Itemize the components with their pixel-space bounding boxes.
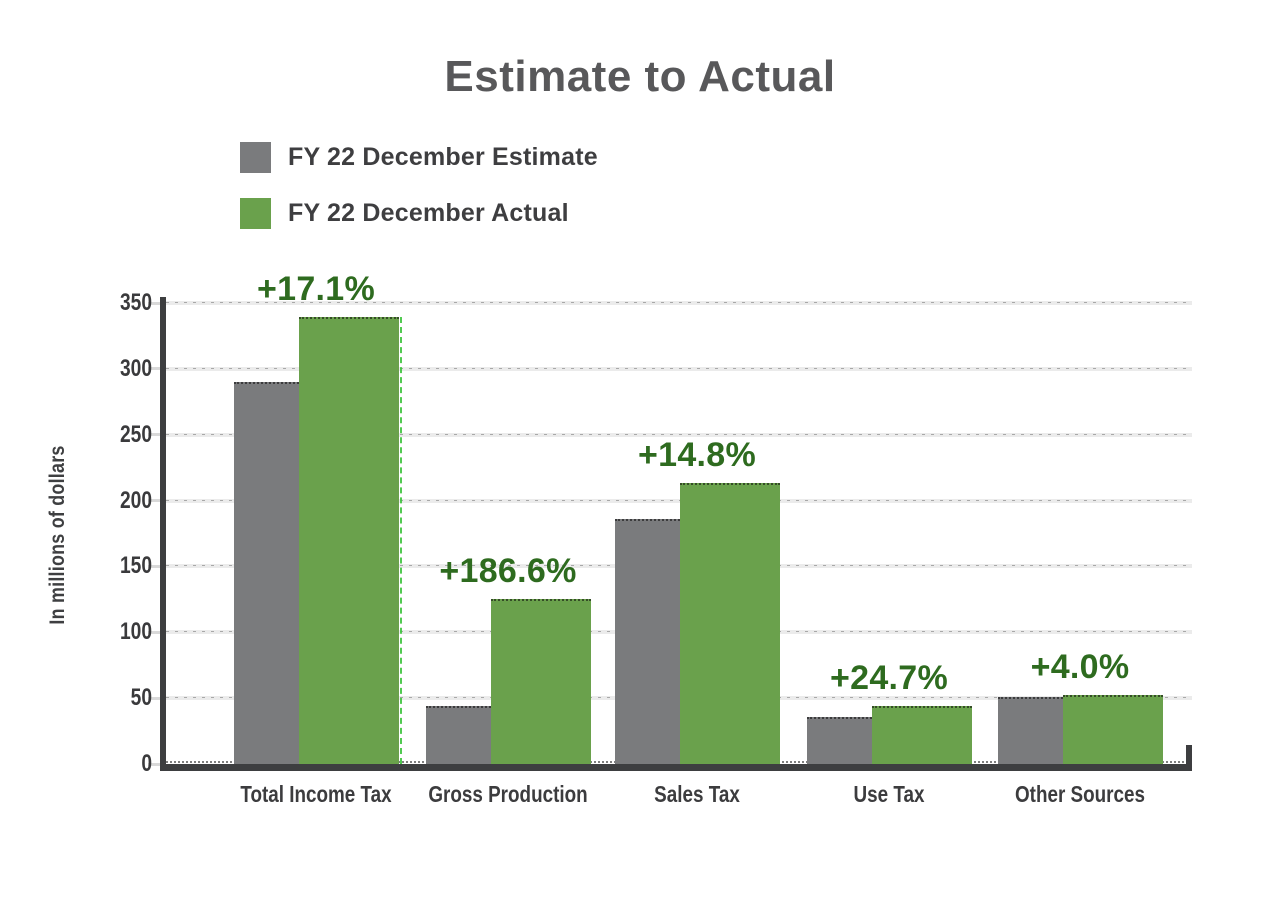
x-axis-label: Sales Tax bbox=[654, 781, 740, 807]
y-tick-label: 300 bbox=[119, 354, 152, 382]
gridline bbox=[166, 432, 1192, 437]
bar-actual bbox=[298, 317, 399, 764]
y-tick-mark bbox=[148, 630, 160, 634]
legend-swatch-actual bbox=[240, 197, 271, 229]
x-axis-label: Use Tax bbox=[853, 781, 925, 807]
y-tick-label: 50 bbox=[130, 684, 152, 712]
selection-ants-artifact bbox=[399, 317, 402, 764]
x-axis-end-tick bbox=[1186, 745, 1192, 764]
y-axis-line bbox=[160, 297, 166, 770]
y-tick-mark bbox=[148, 499, 160, 503]
gridline bbox=[166, 498, 1192, 503]
gridline-dots bbox=[166, 499, 1192, 501]
change-label: +186.6% bbox=[439, 552, 577, 590]
legend-swatch-estimate bbox=[240, 141, 271, 173]
bar-actual bbox=[679, 483, 780, 764]
y-tick-label: 150 bbox=[119, 552, 152, 580]
bar-estimate bbox=[614, 519, 680, 764]
legend-label: FY 22 December Actual bbox=[288, 198, 569, 227]
y-tick-label: 0 bbox=[141, 750, 152, 777]
y-tick-mark bbox=[148, 301, 160, 305]
change-label: +24.7% bbox=[829, 659, 949, 697]
y-tick-label: 100 bbox=[119, 618, 152, 646]
gridline bbox=[166, 366, 1192, 371]
bar-actual bbox=[1062, 695, 1163, 764]
y-tick-mark bbox=[148, 564, 160, 568]
y-axis-title: In millions of dollars bbox=[46, 445, 69, 625]
bar-actual bbox=[871, 706, 972, 764]
gridline-dots bbox=[166, 433, 1192, 435]
gridline bbox=[166, 301, 1192, 305]
y-tick-label: 350 bbox=[119, 289, 152, 316]
bar-estimate bbox=[233, 382, 299, 764]
chart-title: Estimate to Actual bbox=[444, 52, 836, 101]
bar-estimate bbox=[806, 717, 872, 764]
bar-actual bbox=[490, 599, 591, 764]
y-tick-mark bbox=[148, 696, 160, 700]
x-axis-label: Other Sources bbox=[1015, 781, 1145, 807]
y-tick-mark bbox=[148, 433, 160, 437]
legend-label: FY 22 December Estimate bbox=[288, 142, 598, 171]
change-label: +4.0% bbox=[1030, 648, 1130, 686]
change-label: +17.1% bbox=[256, 270, 376, 308]
y-tick-mark bbox=[148, 762, 160, 766]
y-tick-label: 250 bbox=[119, 420, 152, 448]
y-tick-mark bbox=[148, 367, 160, 371]
gridline-dots bbox=[166, 302, 1192, 303]
change-label: +14.8% bbox=[637, 436, 757, 474]
y-tick-label: 200 bbox=[119, 486, 152, 514]
bar-estimate bbox=[425, 706, 491, 764]
x-axis-line bbox=[160, 764, 1192, 771]
chart-legend: FY 22 December Estimate FY 22 December Ac… bbox=[240, 141, 598, 253]
legend-item-estimate: FY 22 December Estimate bbox=[240, 141, 598, 173]
legend-item-actual: FY 22 December Actual bbox=[240, 197, 598, 229]
bar-estimate bbox=[997, 697, 1063, 764]
gridline-dots bbox=[166, 367, 1192, 369]
x-axis-label: Total Income Tax bbox=[240, 781, 392, 807]
x-axis-label: Gross Production bbox=[428, 781, 588, 807]
